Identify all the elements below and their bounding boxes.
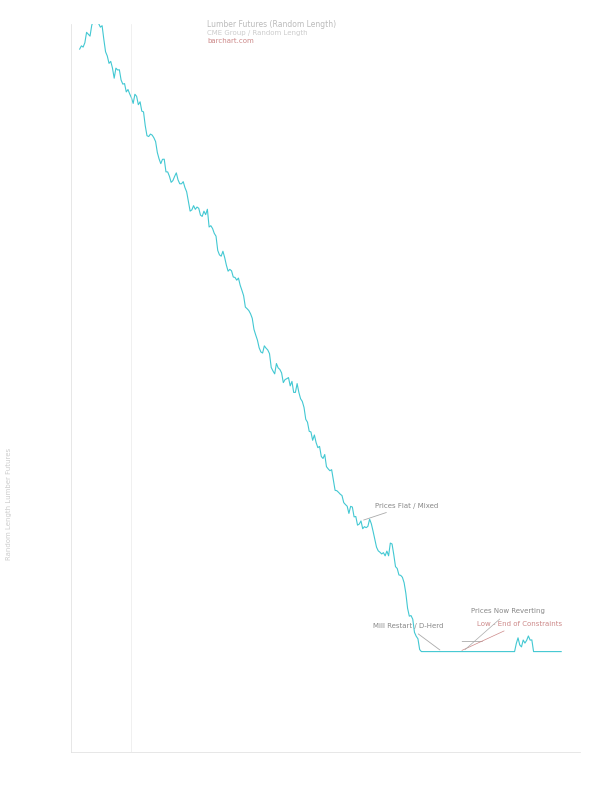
Text: Lumber Futures (Random Length): Lumber Futures (Random Length) (207, 20, 336, 29)
Text: barchart.com: barchart.com (207, 38, 254, 45)
Text: Random Length Lumber Futures: Random Length Lumber Futures (6, 448, 12, 560)
Text: CME Group / Random Length: CME Group / Random Length (207, 30, 308, 35)
Text: Mill Restart / D-Herd: Mill Restart / D-Herd (373, 623, 443, 650)
Text: Prices Flat / Mixed: Prices Flat / Mixed (363, 503, 438, 520)
Text: Prices Now Reverting: Prices Now Reverting (465, 609, 545, 650)
Text: Low - End of Constraints: Low - End of Constraints (462, 621, 562, 650)
